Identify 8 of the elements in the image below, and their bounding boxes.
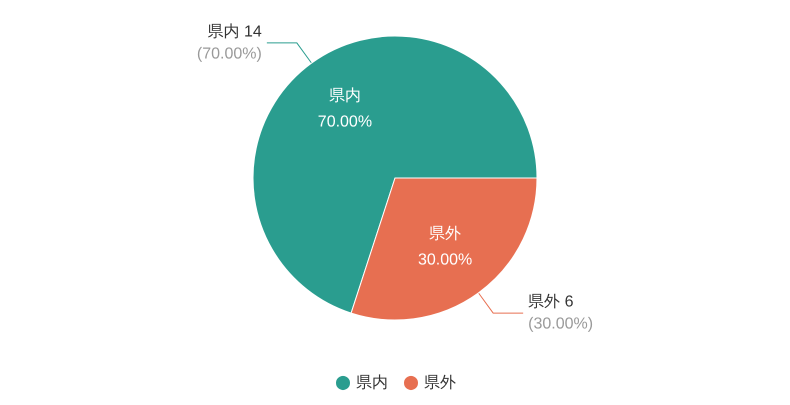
- text: 県外 6 (30.00%): [528, 294, 594, 333]
- legend-label: 県外: [424, 374, 456, 392]
- slice-label: 県内: [328, 86, 361, 105]
- text: 県内 14 (70.00%): [196, 23, 262, 62]
- data-label: 70.00%: [318, 114, 372, 131]
- data-label: 30.00%: [418, 251, 472, 268]
- slice-label: 県外: [429, 225, 462, 242]
- legend-label: 県内: [356, 374, 388, 392]
